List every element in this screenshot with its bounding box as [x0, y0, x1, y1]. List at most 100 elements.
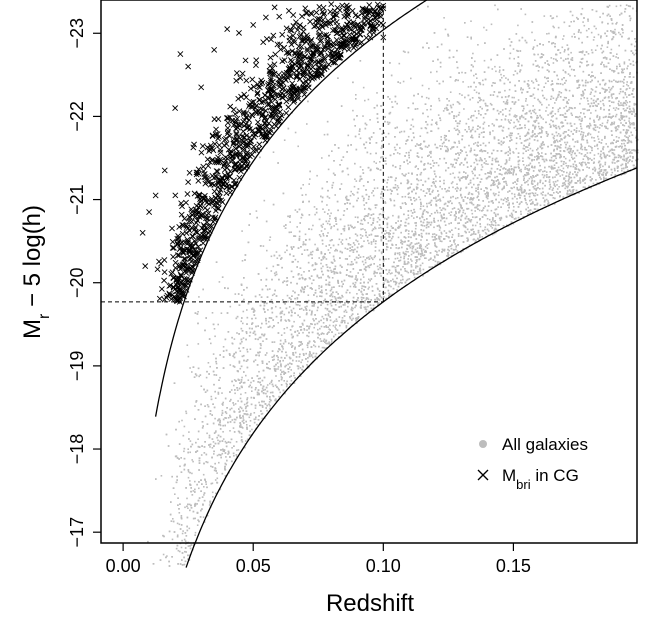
galaxy-point — [453, 166, 456, 169]
galaxy-point — [621, 169, 623, 172]
galaxy-point — [581, 7, 584, 10]
galaxy-point — [441, 216, 443, 219]
galaxy-point — [483, 190, 485, 192]
galaxy-point — [412, 125, 415, 128]
galaxy-point — [616, 21, 618, 24]
galaxy-point — [439, 227, 442, 229]
galaxy-point — [316, 309, 319, 312]
galaxy-point — [552, 62, 555, 64]
galaxy-point — [213, 469, 216, 472]
galaxy-point — [394, 274, 397, 277]
galaxy-point — [221, 403, 224, 405]
galaxy-point — [365, 124, 368, 126]
galaxy-point — [552, 97, 555, 99]
galaxy-point — [571, 114, 573, 116]
galaxy-point — [319, 338, 322, 340]
galaxy-point — [331, 340, 333, 343]
galaxy-point — [508, 95, 510, 97]
galaxy-point — [280, 376, 283, 378]
galaxy-point — [533, 111, 535, 113]
galaxy-point — [439, 176, 441, 178]
galaxy-point — [334, 217, 336, 220]
galaxy-point — [184, 506, 186, 509]
galaxy-point — [232, 427, 235, 429]
galaxy-point — [328, 220, 330, 222]
galaxy-point — [570, 21, 572, 23]
galaxy-point — [452, 103, 454, 106]
galaxy-point — [270, 255, 273, 258]
galaxy-point — [547, 114, 549, 116]
galaxy-point — [248, 416, 251, 419]
galaxy-point — [516, 186, 518, 189]
galaxy-point — [213, 328, 216, 330]
galaxy-point — [176, 522, 179, 525]
galaxy-point — [549, 171, 551, 173]
galaxy-point — [539, 188, 541, 190]
galaxy-point — [613, 167, 616, 170]
galaxy-point — [570, 68, 573, 71]
galaxy-point — [326, 204, 328, 206]
galaxy-point — [474, 142, 477, 144]
galaxy-point — [244, 407, 247, 410]
galaxy-point — [318, 287, 320, 290]
galaxy-point — [548, 179, 551, 181]
galaxy-point — [242, 310, 245, 313]
galaxy-point — [340, 241, 342, 243]
galaxy-point — [253, 412, 256, 414]
galaxy-point — [563, 96, 566, 99]
galaxy-point — [472, 52, 474, 55]
galaxy-point — [385, 286, 387, 289]
galaxy-point — [189, 367, 191, 369]
galaxy-point — [459, 189, 462, 192]
galaxy-point — [455, 245, 458, 247]
galaxy-point — [591, 89, 594, 91]
galaxy-point — [426, 109, 428, 111]
galaxy-point — [603, 104, 605, 107]
galaxy-point — [513, 57, 515, 60]
galaxy-point — [592, 182, 595, 185]
galaxy-point — [571, 35, 573, 38]
galaxy-point — [363, 263, 365, 266]
galaxy-point — [615, 113, 618, 116]
galaxy-point — [329, 252, 331, 254]
galaxy-point — [330, 226, 333, 228]
galaxy-point — [306, 285, 309, 287]
galaxy-point — [270, 298, 273, 301]
galaxy-point — [434, 256, 436, 259]
galaxy-point — [344, 321, 346, 324]
galaxy-point — [261, 412, 264, 415]
galaxy-point — [372, 219, 375, 222]
galaxy-point — [485, 195, 488, 197]
galaxy-point — [381, 227, 384, 230]
galaxy-point — [518, 193, 521, 196]
galaxy-point — [593, 36, 596, 38]
galaxy-point — [565, 165, 568, 167]
galaxy-point — [318, 334, 321, 336]
galaxy-point — [485, 214, 487, 217]
galaxy-point — [334, 320, 336, 322]
galaxy-point — [416, 260, 418, 263]
galaxy-point — [236, 332, 238, 334]
galaxy-point — [478, 193, 480, 195]
galaxy-point — [584, 154, 587, 156]
galaxy-point — [327, 168, 330, 171]
galaxy-point — [506, 101, 509, 104]
galaxy-point — [202, 473, 205, 476]
galaxy-point — [354, 226, 356, 229]
galaxy-point — [393, 265, 395, 268]
galaxy-point — [410, 253, 413, 256]
galaxy-point — [440, 235, 442, 238]
galaxy-point — [475, 239, 477, 242]
galaxy-point — [362, 185, 365, 187]
galaxy-point — [566, 102, 568, 104]
galaxy-point — [506, 160, 508, 162]
galaxy-point — [432, 189, 434, 192]
galaxy-point — [285, 364, 287, 367]
galaxy-point — [414, 222, 416, 224]
galaxy-point — [351, 249, 353, 251]
galaxy-point — [498, 66, 501, 68]
galaxy-point — [533, 97, 536, 99]
galaxy-point — [505, 77, 507, 79]
galaxy-point — [269, 405, 271, 407]
galaxy-point — [355, 98, 357, 100]
